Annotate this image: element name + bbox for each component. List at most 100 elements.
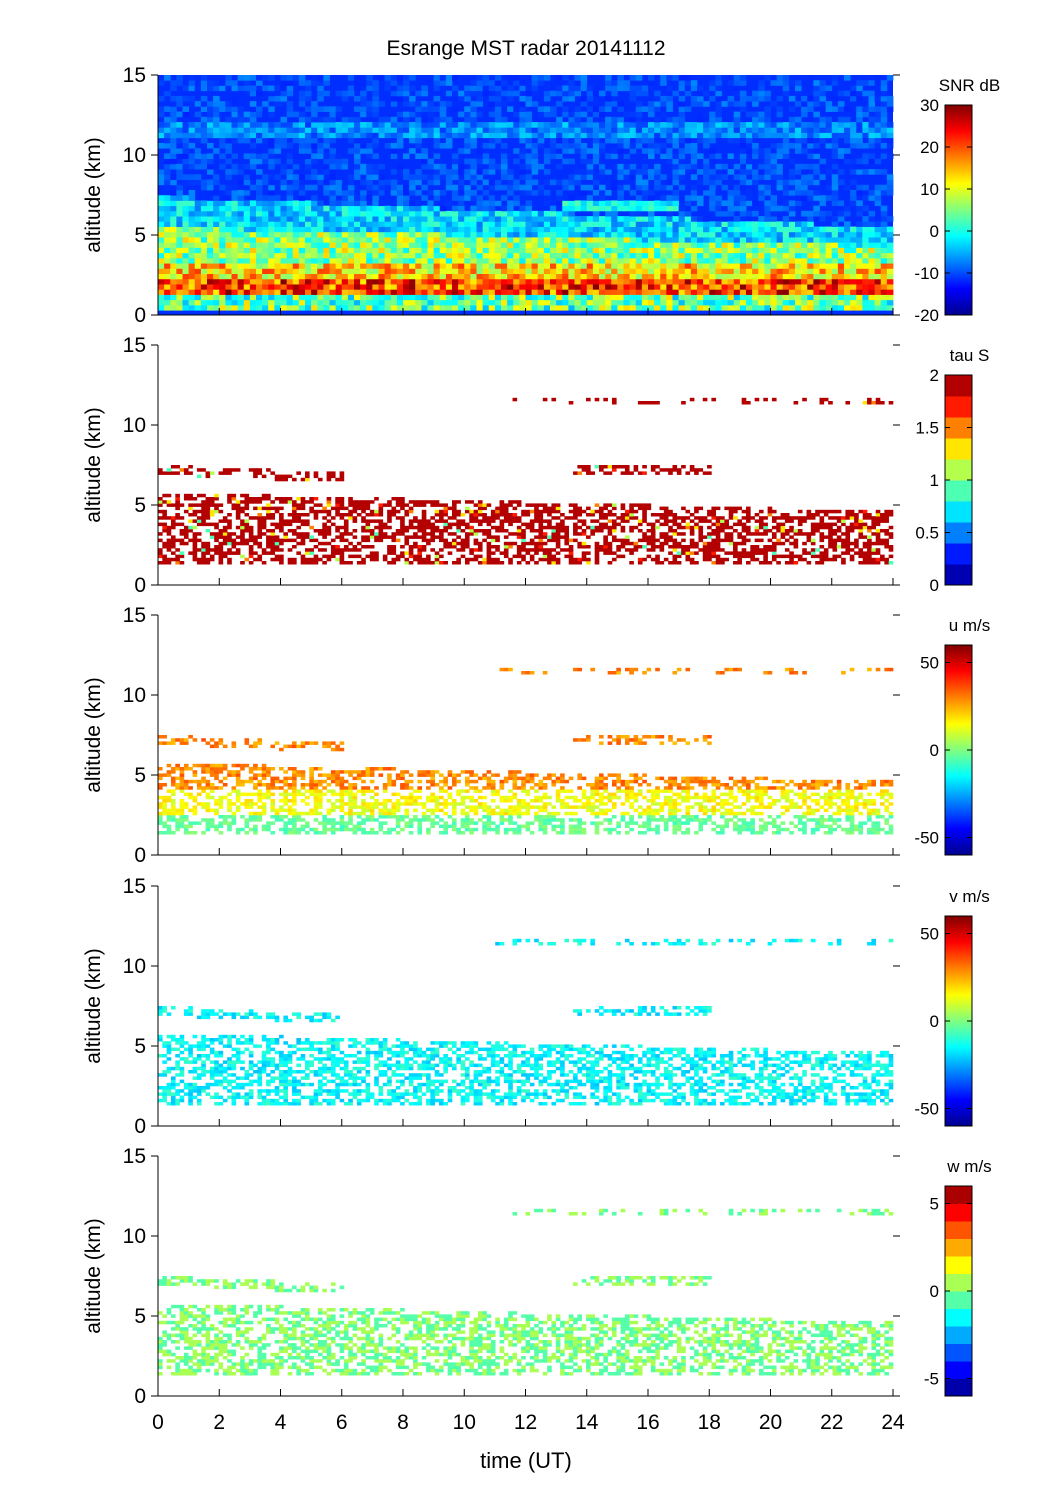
snr-cell: [507, 127, 514, 133]
snr-cell: [280, 137, 288, 144]
snr-cell: [396, 226, 404, 233]
snr-cell: [292, 75, 300, 81]
snr-cell: [568, 205, 575, 212]
snr-cell: [586, 237, 594, 243]
snr-cell: [623, 132, 631, 139]
snr-cell: [396, 294, 404, 301]
snr-cell: [660, 153, 667, 160]
snr-cell: [262, 304, 269, 311]
snr-cell: [880, 80, 888, 86]
snr-cell: [850, 257, 857, 264]
snr-cell: [207, 163, 214, 170]
snr-cell: [421, 210, 428, 217]
snr-cell: [445, 237, 453, 243]
data-cell: [244, 557, 250, 562]
snr-cell: [739, 284, 747, 290]
snr-cell: [703, 90, 710, 97]
data-cell: [330, 545, 336, 549]
data-cell: [292, 500, 297, 504]
snr-cell: [262, 294, 269, 301]
data-cell: [214, 548, 219, 552]
data-cell: [227, 471, 232, 475]
snr-cell: [586, 273, 594, 280]
snr-cell: [366, 257, 373, 264]
snr-cell: [396, 247, 404, 254]
snr-cell: [666, 278, 673, 285]
data-cell: [343, 561, 349, 565]
snr-cell: [470, 289, 477, 295]
snr-cell: [464, 169, 471, 175]
snr-cell: [550, 127, 557, 133]
snr-cell: [366, 148, 373, 154]
snr-cell: [390, 257, 398, 264]
snr-cell: [550, 257, 557, 264]
data-cell: [274, 522, 280, 527]
snr-cell: [568, 221, 575, 227]
snr-cell: [617, 184, 624, 191]
snr-cell: [580, 153, 588, 160]
data-cell: [214, 538, 219, 543]
snr-cell: [611, 205, 618, 212]
snr-cell: [182, 106, 190, 112]
snr-cell: [268, 294, 275, 301]
data-cell: [170, 557, 176, 562]
snr-cell: [807, 132, 814, 139]
snr-cell: [758, 252, 765, 259]
snr-cell: [837, 216, 845, 222]
data-cell: [296, 516, 301, 520]
data-cell: [183, 541, 189, 546]
snr-cell: [586, 247, 594, 254]
snr-cell: [360, 237, 367, 243]
snr-cell: [770, 127, 778, 133]
snr-cell: [733, 80, 741, 86]
snr-cell: [372, 252, 379, 259]
snr-cell: [194, 216, 202, 222]
snr-cell: [739, 127, 747, 133]
snr-cell: [825, 101, 833, 107]
data-cell: [279, 561, 284, 565]
snr-cell: [752, 268, 759, 275]
snr-cell: [807, 163, 814, 170]
snr-cell: [305, 294, 312, 301]
snr-cell: [635, 200, 643, 207]
snr-cell: [341, 116, 349, 123]
snr-cell: [427, 247, 435, 254]
snr-cell: [427, 257, 435, 264]
snr-cell: [586, 231, 594, 238]
snr-cell: [580, 221, 588, 227]
snr-cell: [635, 142, 643, 149]
snr-cell: [831, 216, 839, 222]
snr-cell: [623, 284, 631, 290]
snr-cell: [482, 200, 490, 207]
snr-cell: [550, 273, 557, 280]
snr-cell: [666, 179, 673, 186]
data-cell: [205, 541, 211, 546]
snr-cell: [690, 231, 698, 238]
snr-cell: [844, 263, 851, 269]
snr-cell: [488, 257, 496, 264]
snr-cell: [856, 189, 863, 196]
snr-cell: [158, 268, 165, 275]
snr-cell: [164, 247, 171, 254]
snr-cell: [158, 169, 165, 175]
snr-cell: [703, 137, 710, 144]
data-cell: [296, 497, 301, 501]
snr-cell: [262, 85, 269, 92]
snr-cell: [219, 278, 226, 285]
data-cell: [326, 541, 332, 546]
snr-cell: [219, 284, 226, 290]
snr-cell: [268, 90, 275, 97]
data-cell: [339, 477, 345, 482]
snr-cell: [470, 247, 477, 254]
snr-cell: [795, 132, 802, 139]
snr-cell: [654, 278, 661, 285]
data-cell: [183, 535, 189, 539]
snr-cell: [531, 268, 539, 275]
snr-cell: [574, 184, 582, 191]
snr-cell: [709, 242, 716, 248]
snr-cell: [703, 163, 710, 170]
snr-cell: [690, 142, 698, 149]
snr-cell: [709, 85, 716, 92]
data-cell: [257, 468, 263, 472]
snr-cell: [292, 179, 300, 186]
